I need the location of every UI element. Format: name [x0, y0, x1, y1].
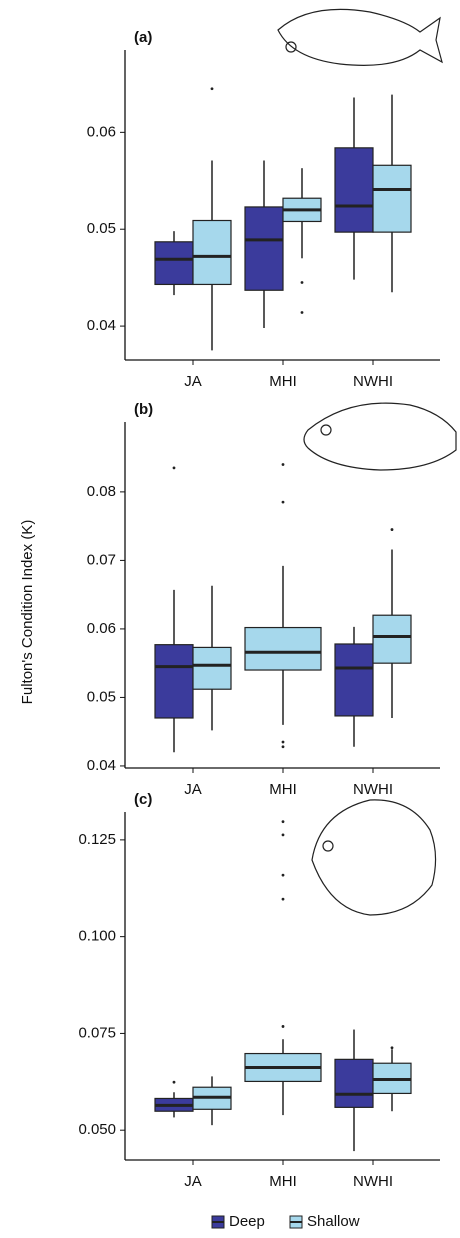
- x-tick-label: NWHI: [353, 1173, 393, 1190]
- box: [154, 241, 194, 286]
- y-tick-label: 0.04: [87, 317, 116, 334]
- outlier: [281, 897, 285, 901]
- panel-title: (c): [134, 791, 152, 808]
- x-tick-label: JA: [184, 1173, 202, 1190]
- outlier: [281, 745, 285, 749]
- box: [192, 646, 232, 690]
- x-tick-label: NWHI: [353, 373, 393, 390]
- outlier: [300, 311, 304, 314]
- legend-label: Shallow: [307, 1213, 360, 1230]
- y-tick-label: 0.07: [87, 551, 116, 568]
- outlier: [281, 833, 285, 837]
- box: [154, 644, 194, 719]
- box: [244, 206, 284, 291]
- y-tick-label: 0.05: [87, 688, 116, 705]
- y-axis-label: Fulton's Condition Index (K): [19, 520, 36, 705]
- x-tick-label: MHI: [269, 1173, 297, 1190]
- outlier: [281, 820, 285, 824]
- outlier: [210, 87, 214, 91]
- y-tick-label: 0.06: [87, 123, 116, 140]
- panel-title: (a): [134, 29, 152, 46]
- box: [192, 219, 232, 286]
- x-tick-label: NWHI: [353, 781, 393, 798]
- outlier: [281, 463, 285, 466]
- fish-illustration: [277, 8, 457, 916]
- x-tick-label: MHI: [269, 373, 297, 390]
- y-tick-label: 0.05: [87, 220, 116, 237]
- outlier: [172, 466, 176, 470]
- box: [244, 626, 322, 671]
- outlier: [281, 740, 285, 744]
- y-tick-label: 0.050: [78, 1121, 116, 1138]
- x-tick-label: MHI: [269, 781, 297, 798]
- box: [372, 164, 412, 233]
- y-tick-label: 0.06: [87, 620, 116, 637]
- outlier: [390, 528, 394, 531]
- box: [334, 1058, 374, 1108]
- box: [334, 147, 374, 233]
- outlier: [172, 1080, 176, 1084]
- y-tick-label: 0.100: [78, 928, 116, 945]
- outlier: [281, 873, 285, 877]
- outlier: [390, 1046, 394, 1050]
- box: [334, 643, 374, 717]
- x-tick-label: JA: [184, 373, 202, 390]
- y-tick-label: 0.075: [78, 1024, 116, 1041]
- panel-title: (b): [134, 401, 153, 418]
- x-tick-label: JA: [184, 781, 202, 798]
- y-tick-label: 0.125: [78, 831, 116, 848]
- y-tick-label: 0.04: [87, 757, 116, 774]
- legend-label: Deep: [229, 1213, 265, 1230]
- outlier: [281, 1025, 285, 1028]
- y-tick-label: 0.08: [87, 483, 116, 500]
- outlier: [281, 500, 285, 504]
- box: [372, 614, 412, 664]
- outlier: [300, 281, 304, 284]
